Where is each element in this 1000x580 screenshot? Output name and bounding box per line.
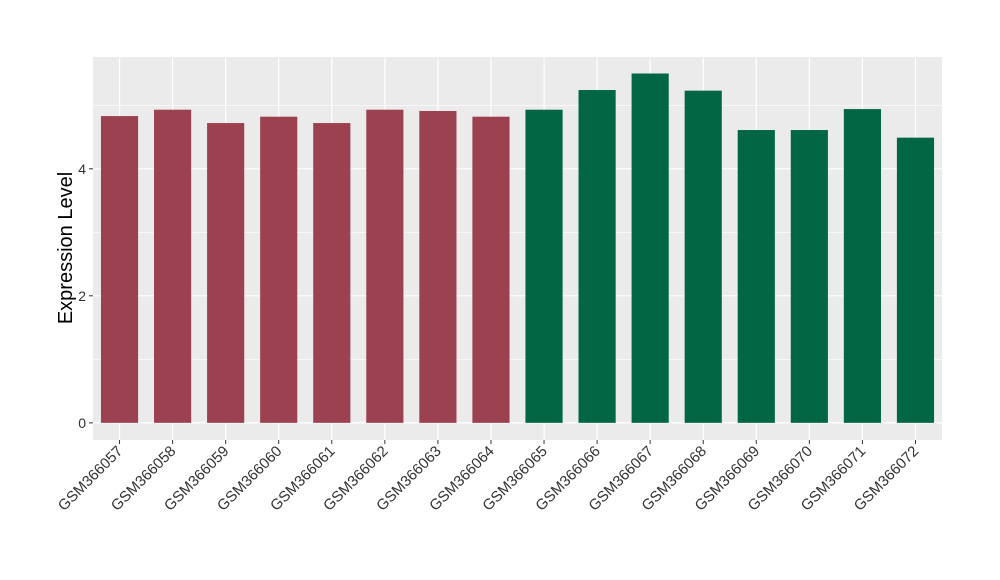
bar-GSM366070 [790, 130, 828, 423]
bar-GSM366058 [154, 109, 192, 423]
bar-GSM366061 [313, 123, 351, 423]
bar-GSM366064 [472, 116, 510, 423]
bar-GSM366068 [684, 90, 722, 423]
bar-GSM366057 [100, 116, 139, 423]
y-tick-label: 0 [78, 415, 86, 431]
bar-GSM366071 [843, 109, 881, 423]
bar-GSM366067 [631, 73, 669, 423]
bar-GSM366060 [260, 116, 298, 423]
y-tick-label: 4 [78, 161, 86, 177]
bar-GSM366069 [737, 130, 775, 423]
bar-GSM366072 [896, 137, 935, 423]
bar-GSM366065 [525, 109, 563, 423]
bar-GSM366062 [366, 109, 404, 423]
bar-GSM366066 [578, 90, 616, 423]
bar-GSM366063 [419, 110, 457, 423]
y-tick-label: 2 [78, 288, 86, 304]
bar-GSM366059 [207, 123, 245, 423]
y-axis-label: Expression Level [55, 172, 77, 324]
